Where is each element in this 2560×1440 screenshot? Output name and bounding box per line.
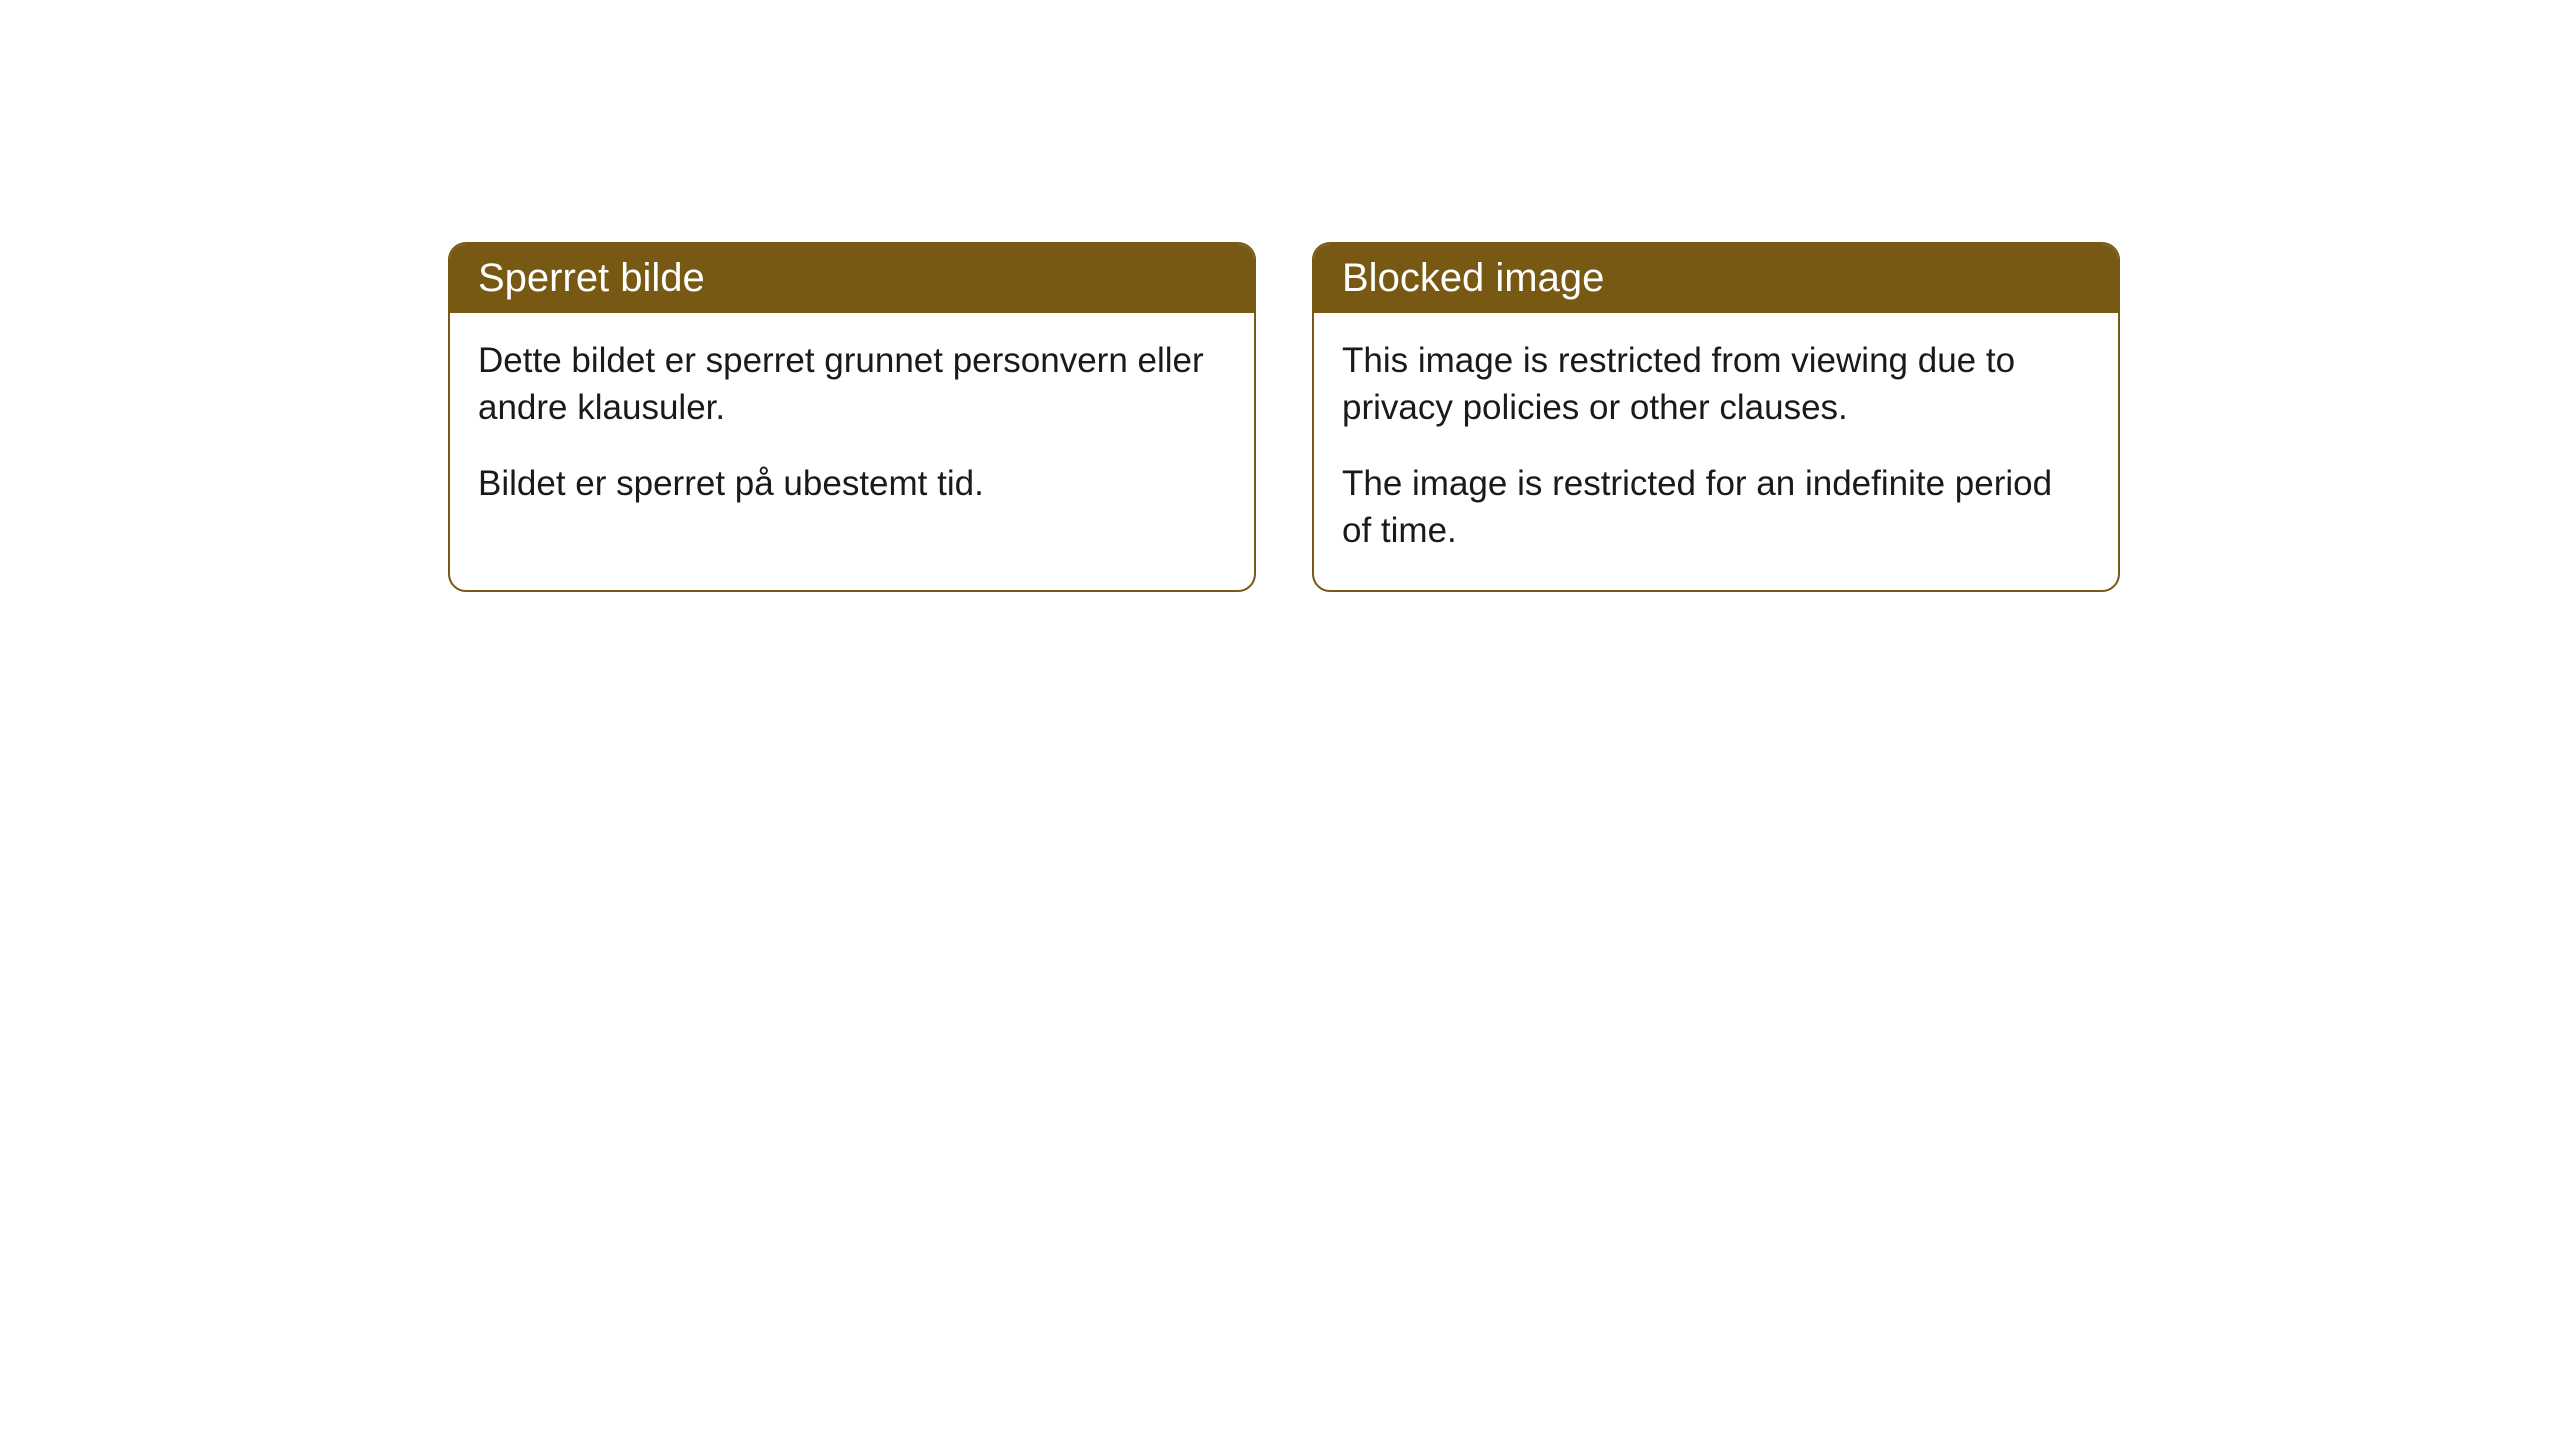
card-header-norwegian: Sperret bilde — [450, 244, 1254, 313]
card-header-english: Blocked image — [1314, 244, 2118, 313]
card-body-english: This image is restricted from viewing du… — [1314, 313, 2118, 590]
card-paragraph: Bildet er sperret på ubestemt tid. — [478, 460, 1226, 507]
card-paragraph: The image is restricted for an indefinit… — [1342, 460, 2090, 555]
card-paragraph: Dette bildet er sperret grunnet personve… — [478, 337, 1226, 432]
card-body-norwegian: Dette bildet er sperret grunnet personve… — [450, 313, 1254, 543]
card-english: Blocked image This image is restricted f… — [1312, 242, 2120, 592]
cards-container: Sperret bilde Dette bildet er sperret gr… — [448, 242, 2120, 592]
card-norwegian: Sperret bilde Dette bildet er sperret gr… — [448, 242, 1256, 592]
card-paragraph: This image is restricted from viewing du… — [1342, 337, 2090, 432]
